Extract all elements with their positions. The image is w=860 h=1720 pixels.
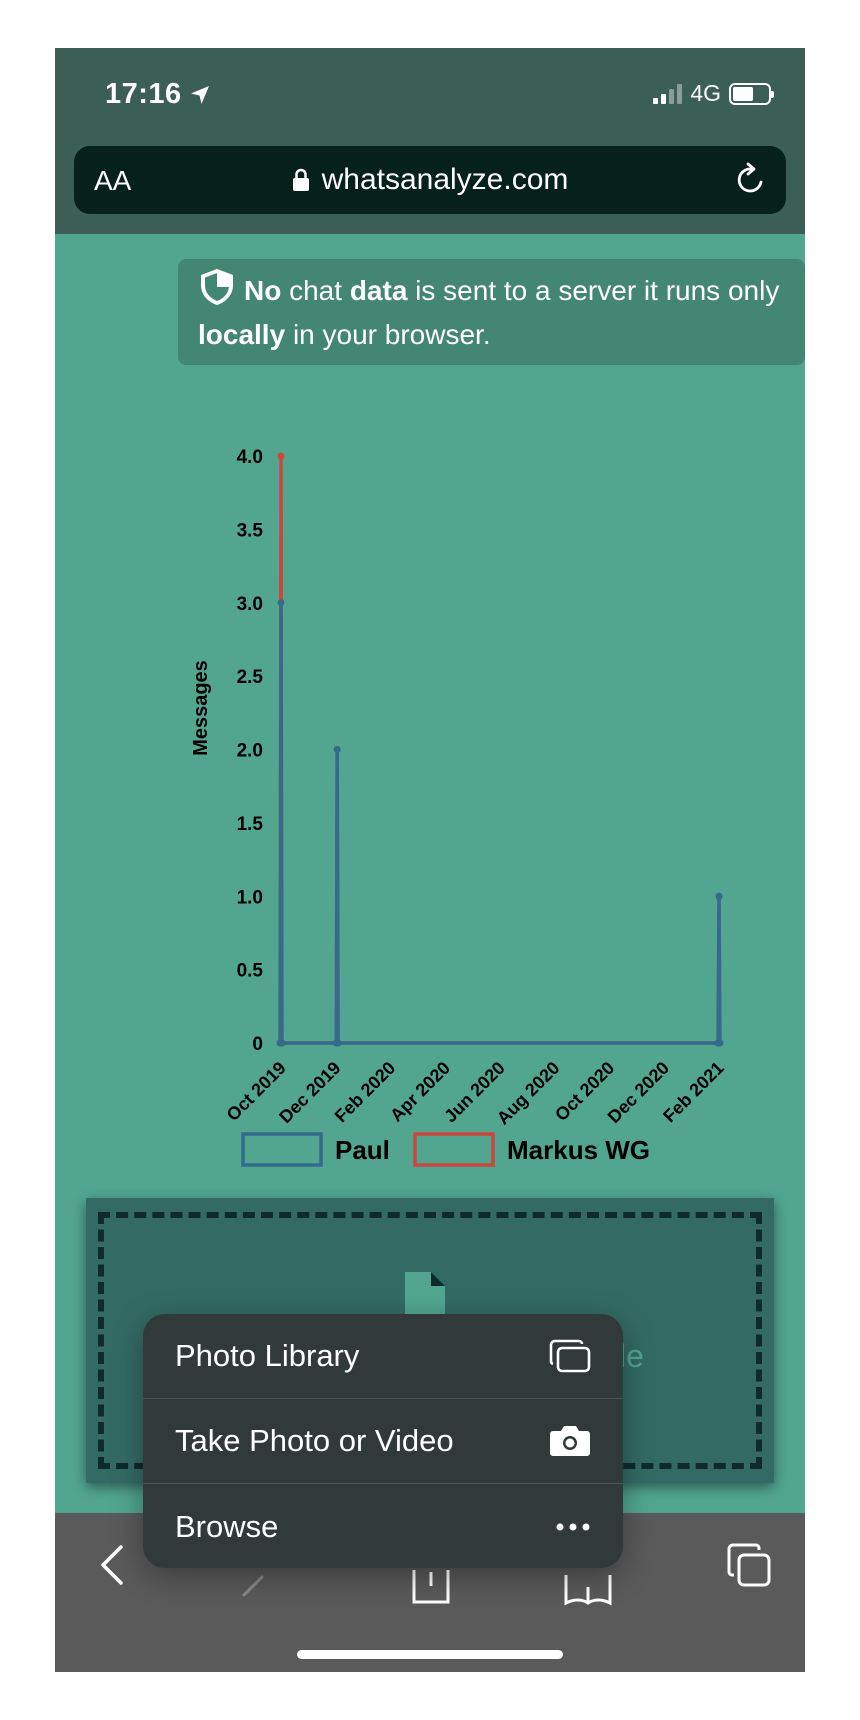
shield-icon	[201, 269, 233, 305]
browse-option[interactable]: Browse	[143, 1484, 623, 1568]
home-indicator	[297, 1650, 563, 1659]
bookmarks-icon[interactable]	[564, 1573, 612, 1609]
y-tick-label: 2.0	[237, 741, 263, 762]
location-arrow-icon	[190, 85, 209, 104]
photo-library-option[interactable]: Photo Library	[143, 1314, 623, 1399]
status-time: 17:16	[105, 78, 210, 111]
y-tick-label: 0	[252, 1034, 263, 1055]
file-icon	[405, 1272, 445, 1322]
network-type: 4G	[690, 80, 721, 106]
y-tick-label: 3.5	[237, 520, 264, 541]
signal-icon	[653, 83, 683, 104]
messages-chart: Messages 4.03.53.02.52.01.51.00.50 Oct 2…	[190, 447, 728, 1167]
y-tick-label: 0.5	[237, 961, 264, 982]
camera-icon	[550, 1426, 590, 1456]
address-bar[interactable]: AA whatsanalyze.com	[74, 146, 786, 214]
y-tick-label: 4.0	[237, 447, 263, 468]
photo-library-icon	[549, 1339, 591, 1373]
privacy-notice: No chat data is sent to a server it runs…	[178, 259, 805, 365]
legend-swatch	[241, 1132, 323, 1167]
x-tick-label: Feb 2021	[659, 1058, 728, 1127]
data-point[interactable]	[277, 599, 285, 607]
take-photo-option[interactable]: Take Photo or Video	[143, 1399, 623, 1484]
y-tick-label: 2.5	[237, 667, 264, 688]
y-tick-label: 1.5	[237, 814, 264, 835]
data-point[interactable]	[716, 1039, 724, 1047]
data-point[interactable]	[715, 892, 723, 900]
y-tick-label: 1.0	[237, 887, 263, 908]
browser-header: 17:16 4G AA whatsanalyze.com	[55, 48, 805, 234]
back-icon[interactable]	[97, 1543, 127, 1587]
chart-legend: Paul Markus WG	[241, 1132, 650, 1167]
battery-icon	[729, 82, 774, 105]
tabs-icon[interactable]	[727, 1543, 773, 1589]
series-line-paul	[278, 601, 722, 1045]
url-display[interactable]: whatsanalyze.com	[74, 163, 786, 197]
data-point[interactable]	[277, 452, 285, 460]
x-tick-label: Feb 2020	[331, 1058, 400, 1127]
data-point[interactable]	[334, 1039, 342, 1047]
data-point[interactable]	[333, 746, 341, 753]
data-point[interactable]	[278, 1039, 286, 1047]
y-tick-label: 3.0	[237, 594, 263, 615]
legend-label[interactable]: Markus WG	[507, 1135, 650, 1165]
lock-icon	[292, 168, 309, 191]
file-picker-menu: Photo Library Take Photo or Video Browse	[143, 1314, 623, 1568]
y-axis-label: Messages	[190, 660, 212, 756]
forward-icon[interactable]	[240, 1569, 270, 1599]
reload-icon[interactable]	[734, 162, 768, 198]
text-size-button[interactable]: AA	[94, 165, 132, 196]
series-line-markus-wg	[278, 454, 722, 1045]
dropzone-text: le	[619, 1338, 644, 1374]
phone-screen: 17:16 4G AA whatsanalyze.com No chat dat…	[55, 48, 805, 1672]
legend-swatch	[413, 1132, 495, 1167]
share-icon[interactable]	[411, 1568, 451, 1608]
status-indicators: 4G	[653, 80, 774, 107]
legend-label[interactable]: Paul	[335, 1135, 390, 1165]
more-icon	[556, 1523, 590, 1530]
